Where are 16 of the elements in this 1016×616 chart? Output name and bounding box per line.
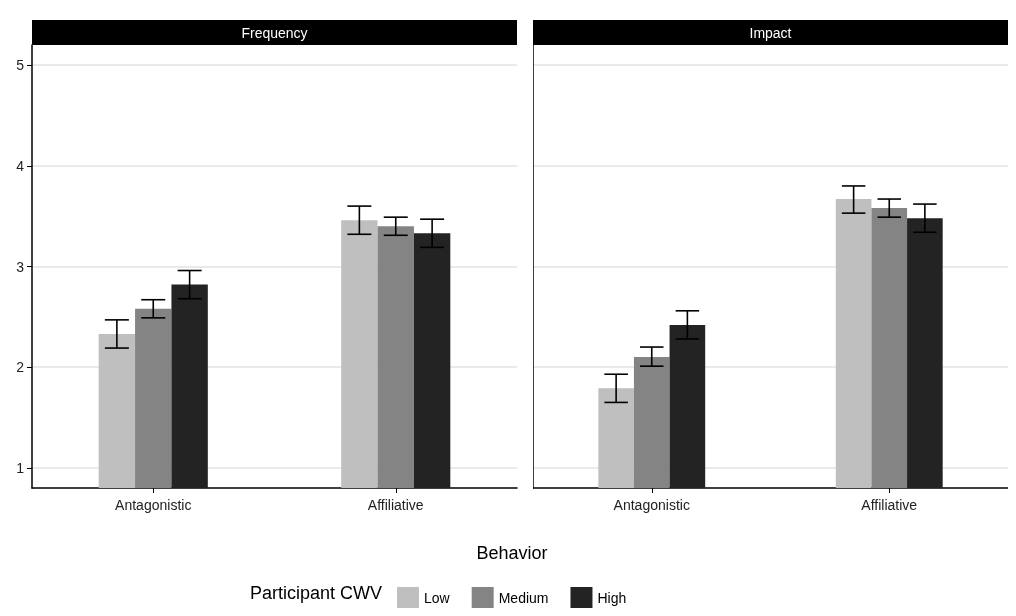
legend-title: Participant CWV xyxy=(249,583,382,603)
y-tick-label: 1 xyxy=(16,459,25,476)
x-tick-label: Affiliative xyxy=(367,497,424,513)
x-tick-label: Antagonistic xyxy=(613,497,690,513)
legend-label: Low xyxy=(424,590,451,606)
chart-title: Frequency xyxy=(241,24,308,41)
y-tick-label: 5 xyxy=(16,57,25,74)
legend-label: High xyxy=(597,590,627,606)
legend-label: Medium xyxy=(498,590,549,606)
x-axis-title: Behavior xyxy=(476,543,548,563)
x-tick-label: Antagonistic xyxy=(115,497,192,513)
y-tick-label: 3 xyxy=(16,258,25,275)
y-tick-label: 4 xyxy=(16,157,25,174)
x-tick-label: Affiliative xyxy=(861,497,918,513)
y-tick-label: 2 xyxy=(16,359,25,376)
chart-title: Impact xyxy=(749,24,792,41)
